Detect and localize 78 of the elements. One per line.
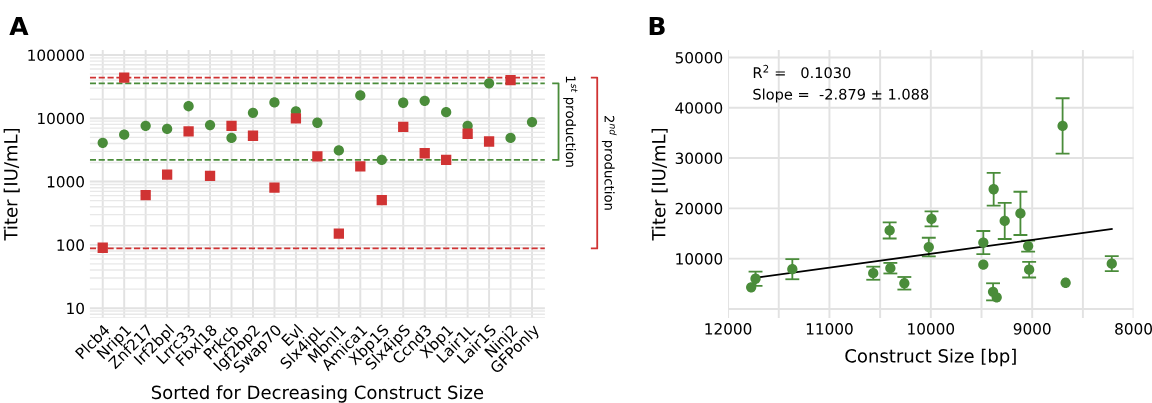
point [355, 161, 366, 172]
y-tick-label: 50000 [675, 51, 723, 64]
point [312, 117, 323, 128]
x-tick-label: 11000 [806, 323, 853, 335]
x-tick-label: 10000 [908, 323, 955, 335]
y-axis-title: Titer [IU/mL] [3, 128, 20, 241]
point [183, 101, 194, 112]
point [787, 264, 798, 275]
point [161, 169, 173, 180]
y-tick-label: 20000 [675, 202, 723, 215]
point [526, 116, 538, 128]
point [1057, 120, 1068, 132]
point [269, 97, 280, 108]
point [441, 154, 452, 166]
point [97, 242, 108, 253]
x-tick-label: 9000 [1013, 323, 1051, 335]
point [505, 75, 516, 86]
y-tick-label: 100 [57, 239, 84, 251]
point [161, 123, 173, 135]
annotation: R$^{2}$ = 0.1030 [753, 64, 851, 79]
point [988, 184, 999, 195]
point [204, 119, 216, 131]
point [183, 126, 194, 137]
point [1024, 264, 1035, 275]
point [1106, 258, 1117, 269]
point [290, 113, 302, 124]
point [419, 148, 430, 159]
y-tick-label: 1000 [47, 176, 84, 188]
point [333, 145, 344, 156]
point [991, 292, 1002, 303]
point [355, 90, 366, 101]
y-axis-title: Titer [IU/mL] [651, 128, 668, 241]
y-tick-label: 100000 [28, 49, 84, 62]
x-axis-title: Sorted for Decreasing Construct Size [151, 385, 484, 403]
point [140, 190, 151, 201]
point [204, 170, 216, 182]
text: 1$^{st}$ production [563, 76, 578, 167]
point [978, 237, 989, 248]
y-tick-label: 30000 [675, 152, 723, 165]
x-axis-title: Construct Size [bp] [845, 348, 1016, 367]
point [312, 151, 323, 162]
point [419, 95, 430, 106]
point [505, 132, 516, 144]
y-tick-label: 40000 [675, 102, 723, 114]
point [398, 97, 409, 108]
point [247, 107, 259, 118]
point [1015, 208, 1026, 219]
point [376, 154, 387, 166]
point [226, 132, 237, 144]
text: 2$^{nd}$ production [601, 115, 617, 210]
point [247, 130, 259, 141]
chart-title: B [649, 16, 665, 36]
point [923, 241, 934, 253]
point [999, 215, 1010, 227]
point [1060, 277, 1071, 288]
annotation: Slope = -2.879 ± 1.088 [753, 88, 929, 103]
point [333, 228, 344, 239]
y-tick-label: 10 [67, 302, 84, 315]
y-tick-label: 10000 [676, 253, 723, 265]
x-tick-label: 12000 [705, 323, 752, 335]
point [119, 72, 130, 83]
point [483, 78, 495, 89]
point [269, 182, 280, 193]
point [226, 120, 237, 131]
point [398, 121, 409, 133]
point [462, 128, 473, 139]
y-tick-label: 10000 [38, 112, 84, 125]
point [119, 129, 130, 140]
point [376, 194, 387, 206]
x-tick-label: 8000 [1115, 323, 1152, 335]
point [140, 120, 151, 131]
point [746, 282, 757, 293]
point [884, 225, 895, 236]
point [441, 106, 452, 118]
chart-title: A [9, 16, 29, 36]
point [97, 137, 108, 148]
point [483, 136, 495, 147]
point [978, 259, 989, 270]
